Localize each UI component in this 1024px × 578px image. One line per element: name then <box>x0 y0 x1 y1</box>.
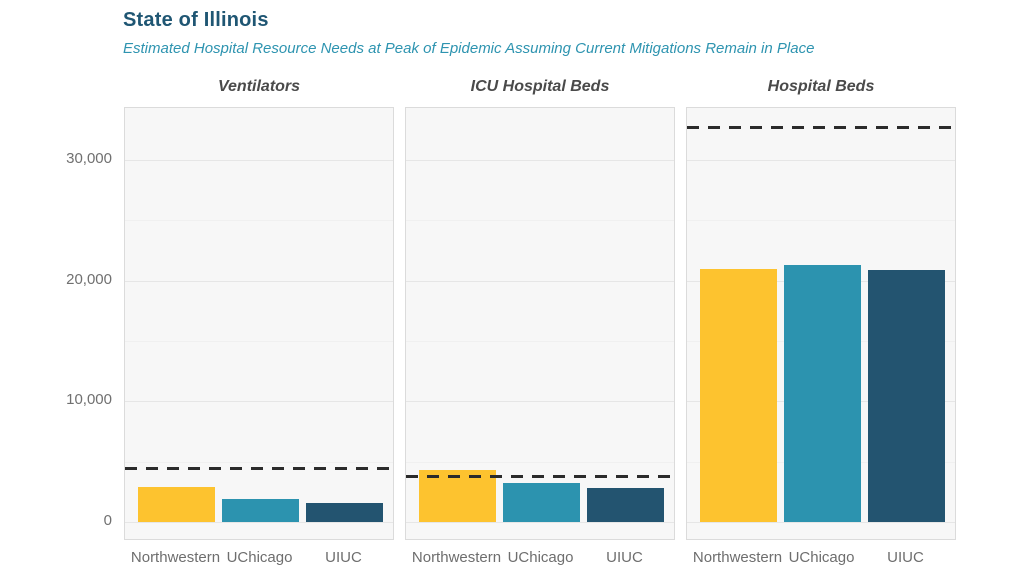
gridline-major <box>125 159 393 161</box>
bar-northwestern <box>700 268 777 522</box>
panel-hospital-beds <box>686 107 956 540</box>
capacity-dashed-line <box>125 466 393 470</box>
x-axis-label-northwestern: Northwestern <box>130 549 221 566</box>
gridline-major <box>406 522 674 523</box>
gridline-major <box>125 522 393 523</box>
panel-ventilators <box>124 107 394 540</box>
bar-uchicago <box>784 264 861 522</box>
capacity-dashed-line <box>687 125 955 129</box>
x-axis-label-uiuc: UIUC <box>325 549 362 566</box>
gridline-major <box>406 280 674 282</box>
gridline-minor <box>125 220 393 222</box>
panel-icu-hospital-beds <box>405 107 675 540</box>
gridline-major <box>125 280 393 282</box>
gridline-major <box>125 401 393 403</box>
bar-uiuc <box>306 502 383 522</box>
x-axis-label-uchicago: UChicago <box>507 549 574 566</box>
x-axis-label-uiuc: UIUC <box>887 549 924 566</box>
bar-uiuc <box>868 269 945 522</box>
facet-title-ventilators: Ventilators <box>217 78 301 95</box>
y-axis-tick-label: 30,000 <box>66 149 112 167</box>
x-axis-label-uchicago: UChicago <box>226 549 293 566</box>
gridline-minor <box>406 220 674 222</box>
gridline-major <box>406 159 674 161</box>
x-axis-label-uiuc: UIUC <box>606 549 643 566</box>
y-axis-tick-label: 20,000 <box>66 270 112 288</box>
facet-title-icu-hospital-beds: ICU Hospital Beds <box>470 78 610 95</box>
gridline-major <box>687 159 955 161</box>
bar-uchicago <box>503 483 580 522</box>
facet-title-hospital-beds: Hospital Beds <box>767 78 875 95</box>
y-axis-tick-label: 10,000 <box>66 391 112 409</box>
gridline-minor <box>687 220 955 222</box>
bar-uiuc <box>587 488 664 522</box>
gridline-minor <box>125 340 393 342</box>
chart-title: State of Illinois <box>123 9 269 31</box>
bar-northwestern <box>138 487 215 522</box>
x-axis-label-uchicago: UChicago <box>788 549 855 566</box>
gridline-minor <box>406 461 674 463</box>
gridline-minor <box>125 461 393 463</box>
gridline-major <box>687 522 955 523</box>
gridline-major <box>406 401 674 403</box>
gridline-minor <box>406 340 674 342</box>
x-axis-label-northwestern: Northwestern <box>411 549 502 566</box>
chart-subtitle: Estimated Hospital Resource Needs at Pea… <box>123 40 815 57</box>
bar-uchicago <box>222 499 299 522</box>
x-axis-label-northwestern: Northwestern <box>692 549 783 566</box>
capacity-dashed-line <box>406 475 674 479</box>
y-axis-tick-label: 0 <box>103 512 112 529</box>
bar-northwestern <box>419 470 496 522</box>
